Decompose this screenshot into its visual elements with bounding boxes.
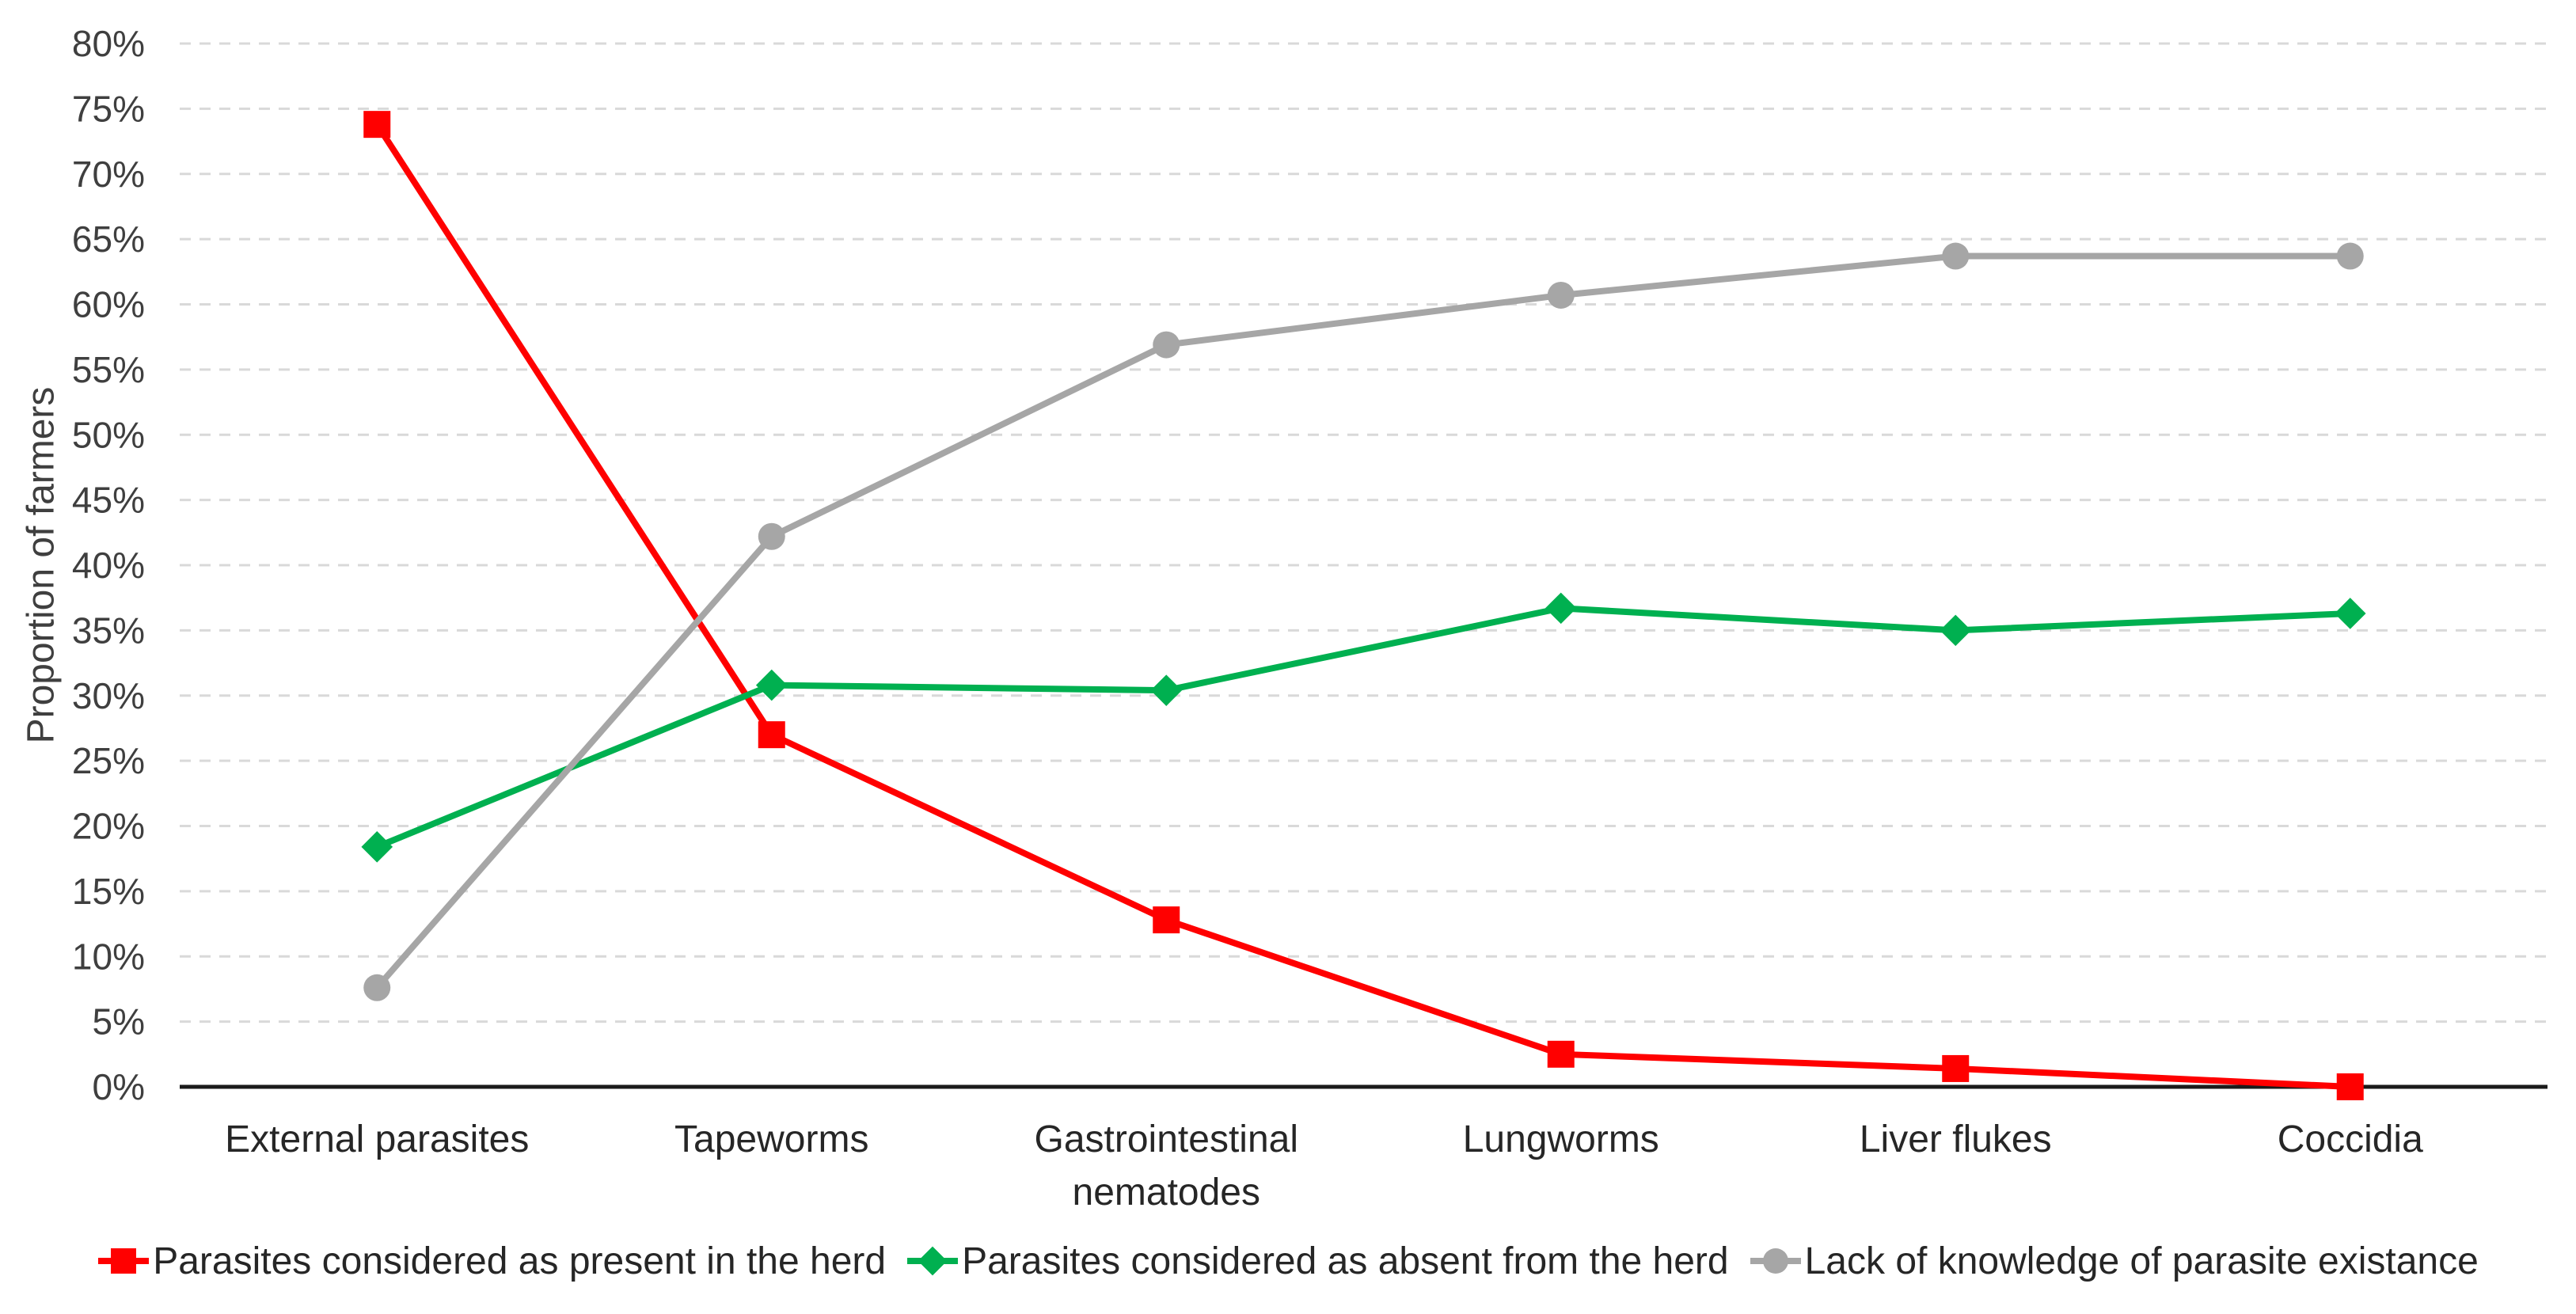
marker-diamond [361,831,393,863]
marker-square [2336,1073,2364,1100]
marker-circle [1547,281,1575,309]
y-tick-label-15: 15% [72,871,145,912]
series-line-present-in-herd [374,121,2354,1090]
legend-item-present-in-herd: Parasites considered as present in the h… [97,1240,886,1283]
chart-legend: Parasites considered as present in the h… [0,1232,2576,1290]
y-tick-label-55: 55% [72,349,145,390]
y-tick-label-60: 60% [72,284,145,325]
legend-label: Parasites considered as absent from the … [962,1240,1729,1282]
marker-square [363,111,391,139]
marker-circle [758,522,785,550]
x-category-label: Gastrointestinal nematodes [1035,1118,1299,1213]
marker-diamond [2334,598,2366,629]
y-axis-tick-labels: 0% 5% 10% 15% 20% 25% 30% 35% 40% 45% 50% 55% 60% 65%… [72,23,145,1107]
marker-square [1942,1054,1970,1082]
marker-diamond [755,669,788,701]
legend-label: Lack of knowledge of parasite existance [1804,1240,2479,1282]
y-tick-label-50: 50% [72,414,145,455]
y-tick-label-45: 45% [72,480,145,521]
x-category-label: Lungworms [1463,1118,1659,1160]
marker-diamond [1544,592,1577,625]
y-tick-label-75: 75% [72,88,145,129]
series-lack-of-knowledge [363,242,2364,1001]
y-tick-label-20: 20% [72,806,145,847]
marker-diamond [1940,614,1972,647]
legend-marker-square-icon [98,1248,150,1274]
y-axis-title: Proportion of farmers [20,386,63,744]
legend-marker-diamond-icon [907,1246,959,1276]
x-category-label: External parasites [225,1118,529,1160]
y-tick-label-70: 70% [72,154,145,195]
x-axis-category-labels: External parasites Tapeworms Gastrointesti… [225,1118,2423,1213]
y-tick-label-5: 5% [93,1001,145,1042]
x-category-label: Tapeworms [674,1118,868,1160]
y-tick-label-0: 0% [93,1066,145,1107]
legend-marker-circle-icon [1750,1248,1801,1274]
x-category-label: Liver flukes [1860,1118,2052,1160]
legend-item-lack-of-knowledge: Lack of knowledge of parasite existance [1750,1240,2479,1283]
marker-circle [1153,331,1180,359]
y-tick-label-65: 65% [72,218,145,260]
series-present-in-herd [363,111,2364,1100]
marker-diamond [1150,674,1183,706]
y-tick-label-35: 35% [72,610,145,651]
marker-circle [363,974,391,1001]
legend-item-absent-from-herd: Parasites considered as absent from the … [906,1240,1729,1283]
y-tick-label-30: 30% [72,675,145,716]
marker-square [758,721,785,749]
legend-label: Parasites considered as present in the h… [153,1240,887,1282]
series-line-lack-of-knowledge [374,253,2354,991]
marker-circle [1942,242,1970,270]
y-tick-label-10: 10% [72,936,145,977]
marker-square [1547,1040,1575,1068]
marker-square [1153,906,1180,934]
series-line-absent-from-herd [374,605,2354,850]
marker-circle [2336,242,2364,270]
series-absent-from-herd [361,592,2366,863]
y-tick-label-80: 80% [72,23,145,64]
x-category-label: Coccidia [2278,1118,2423,1160]
y-tick-label-40: 40% [72,545,145,586]
y-tick-label-25: 25% [72,740,145,781]
gridlines [180,42,2548,1089]
